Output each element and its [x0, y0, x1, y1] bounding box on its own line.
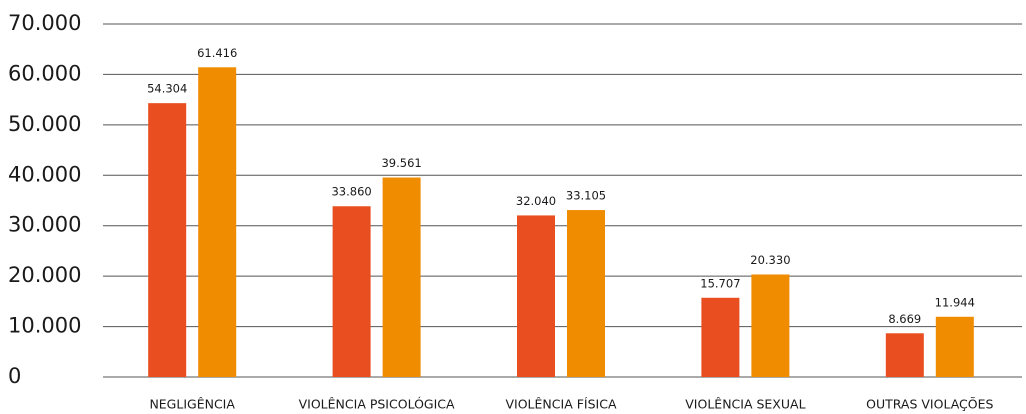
bar: [332, 206, 371, 377]
y-tick-label: 0: [8, 364, 21, 388]
value-label: 54.304: [147, 82, 187, 96]
value-label: 20.330: [750, 253, 790, 267]
x-tick-label: VIOLÊNCIA FÍSICA: [505, 397, 616, 412]
x-tick-label: VIOLÊNCIA SEXUAL: [685, 397, 805, 412]
y-tick-label: 70.000: [8, 11, 81, 35]
bar: [567, 210, 605, 377]
x-tick-label: VIOLÊNCIA PSICOLÓGICA: [299, 397, 455, 412]
value-label: 15.707: [700, 276, 740, 290]
value-label: 39.561: [381, 156, 421, 170]
value-label: 61.416: [197, 46, 237, 60]
y-tick-label: 40.000: [8, 162, 81, 186]
bar: [701, 297, 740, 377]
bar: [885, 333, 924, 377]
bar: [382, 177, 421, 377]
bar: [198, 67, 237, 377]
y-tick-label: 20.000: [8, 263, 81, 287]
value-label: 8.669: [888, 312, 921, 326]
value-label: 32.040: [516, 194, 556, 208]
x-tick-label: NEGLIGÊNCIA: [149, 397, 235, 412]
y-tick-label: 10.000: [8, 314, 81, 338]
x-tick-label: OUTRAS VIOLAÇÕES: [866, 397, 993, 412]
bar: [517, 215, 555, 377]
y-tick-label: 30.000: [8, 213, 81, 237]
y-tick-label: 50.000: [8, 112, 81, 136]
y-tick-label: 60.000: [8, 61, 81, 85]
bar: [148, 103, 187, 378]
bar: [751, 274, 790, 377]
value-label: 33.105: [566, 189, 606, 203]
bar: [935, 316, 974, 377]
value-label: 11.944: [935, 295, 975, 309]
value-label: 33.860: [331, 185, 371, 199]
